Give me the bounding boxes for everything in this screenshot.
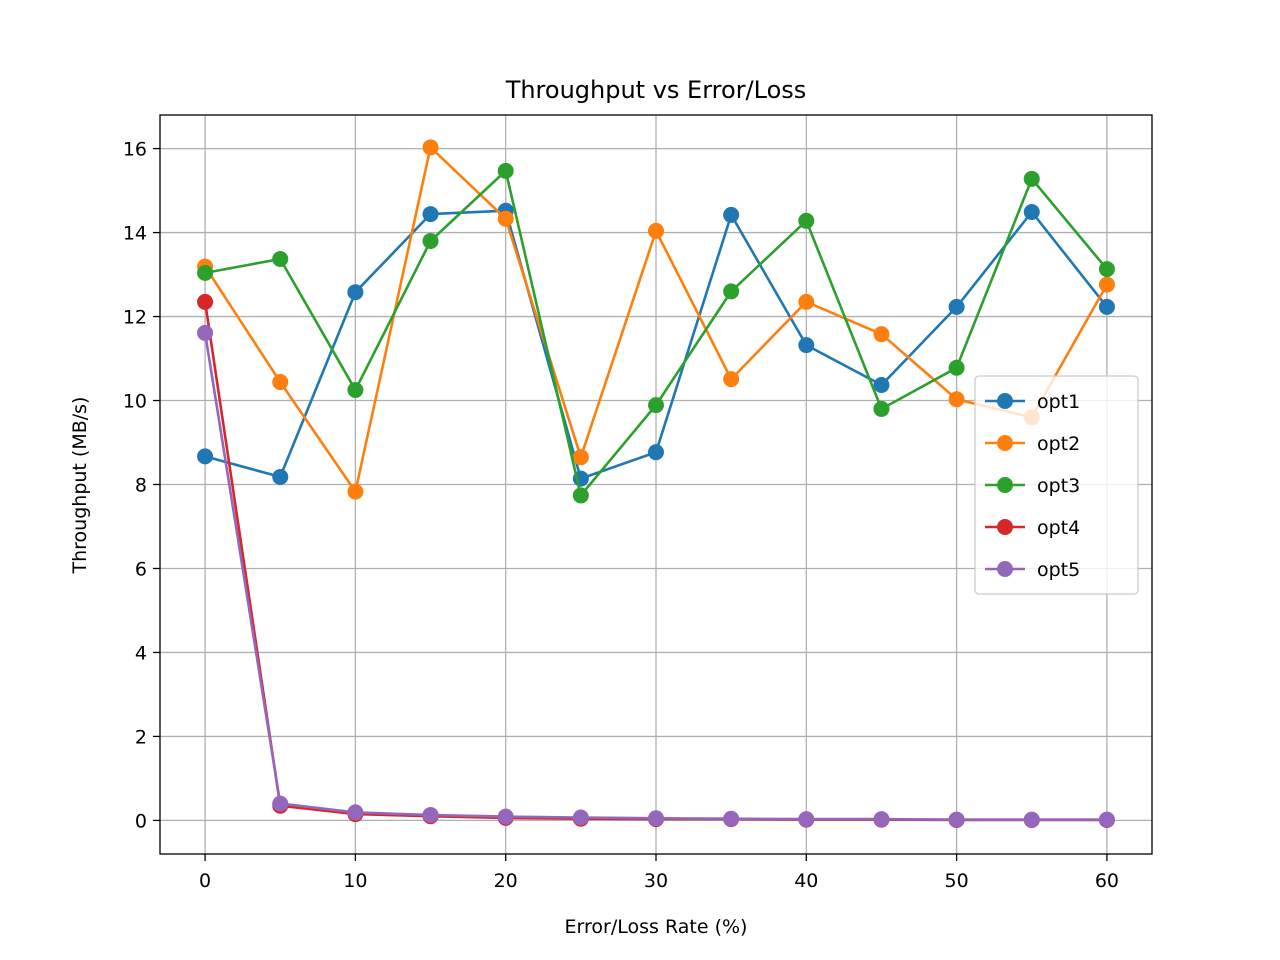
y-tick-label: 6 xyxy=(135,558,147,580)
data-point-opt3 xyxy=(723,283,740,300)
data-point-opt5 xyxy=(798,811,815,828)
x-tick-label: 30 xyxy=(644,870,668,892)
legend-marker xyxy=(997,561,1013,577)
data-point-opt5 xyxy=(723,810,740,827)
data-point-opt1 xyxy=(798,337,815,354)
legend-marker xyxy=(997,519,1013,535)
legend-marker xyxy=(997,477,1013,493)
data-point-opt1 xyxy=(1098,298,1115,315)
data-point-opt1 xyxy=(422,206,439,223)
legend-marker xyxy=(997,435,1013,451)
data-point-opt5 xyxy=(648,810,664,827)
data-point-opt5 xyxy=(572,809,589,826)
data-point-opt2 xyxy=(1098,276,1115,293)
data-point-opt3 xyxy=(497,162,514,179)
data-point-opt5 xyxy=(948,811,965,828)
legend-entry-opt2: opt2 xyxy=(985,433,1080,455)
data-point-opt3 xyxy=(197,264,214,281)
data-point-opt5 xyxy=(197,324,214,341)
axis-ticks: 0 10 20 30 40 50 60 0 2 4 6 8 10 12 14 16 xyxy=(123,139,1119,892)
legend-marker xyxy=(997,393,1013,409)
legend-label: opt2 xyxy=(1037,433,1080,455)
legend-label: opt3 xyxy=(1037,475,1080,497)
data-point-opt3 xyxy=(272,251,289,268)
data-point-opt3 xyxy=(798,212,815,229)
y-tick-label: 16 xyxy=(123,139,147,161)
series-opt3 xyxy=(197,162,1115,504)
y-tick-label: 10 xyxy=(123,391,147,413)
series-opt5 xyxy=(197,324,1115,828)
data-point-opt1 xyxy=(197,448,214,465)
legend-entry-opt4: opt4 xyxy=(985,517,1080,539)
data-point-opt3 xyxy=(648,397,664,414)
x-tick-label: 20 xyxy=(494,870,518,892)
data-point-opt2 xyxy=(422,139,439,156)
legend-box xyxy=(974,375,1139,595)
data-point-opt1 xyxy=(347,284,364,301)
data-point-opt2 xyxy=(948,391,965,408)
y-tick-label: 4 xyxy=(135,642,147,664)
data-point-opt2 xyxy=(347,483,364,500)
x-tick-label: 10 xyxy=(343,870,367,892)
data-point-opt2 xyxy=(272,374,289,391)
data-point-opt2 xyxy=(798,293,815,310)
x-axis-label: Error/Loss Rate (%) xyxy=(565,916,748,938)
data-point-opt5 xyxy=(873,811,890,828)
y-tick-label: 8 xyxy=(135,475,147,497)
x-tick-label: 40 xyxy=(794,870,818,892)
y-tick-label: 14 xyxy=(123,223,147,245)
data-point-opt3 xyxy=(948,359,965,376)
data-point-opt2 xyxy=(873,326,890,343)
data-point-opt1 xyxy=(1023,203,1040,220)
data-point-opt2 xyxy=(723,371,740,388)
x-tick-label: 0 xyxy=(199,870,211,892)
legend-label: opt5 xyxy=(1037,559,1080,581)
data-point-opt1 xyxy=(272,468,289,485)
data-point-opt3 xyxy=(873,400,890,417)
data-point-opt1 xyxy=(948,298,965,315)
data-point-opt5 xyxy=(347,804,364,821)
data-point-opt5 xyxy=(1023,811,1040,828)
data-point-opt4 xyxy=(197,293,214,310)
y-tick-label: 0 xyxy=(135,810,147,832)
x-tick-label: 60 xyxy=(1095,870,1119,892)
data-point-opt3 xyxy=(572,487,589,504)
data-point-opt1 xyxy=(873,376,890,393)
data-point-opt3 xyxy=(1023,170,1040,187)
data-point-opt1 xyxy=(723,206,740,223)
y-tick-label: 12 xyxy=(123,307,147,329)
y-axis-label: Throughput (MB/s) xyxy=(69,397,91,575)
data-point-opt2 xyxy=(497,210,514,227)
data-point-opt5 xyxy=(272,795,289,812)
data-point-opt3 xyxy=(347,382,364,399)
data-point-opt5 xyxy=(497,808,514,825)
data-point-opt2 xyxy=(572,449,589,466)
legend-entry-opt5: opt5 xyxy=(985,559,1080,581)
legend-entry-opt3: opt3 xyxy=(985,475,1080,497)
y-tick-label: 2 xyxy=(135,726,147,748)
x-tick-label: 50 xyxy=(945,870,969,892)
chart-title: Throughput vs Error/Loss xyxy=(505,76,807,104)
data-point-opt5 xyxy=(1098,811,1115,828)
legend-label: opt1 xyxy=(1037,391,1080,413)
data-point-opt2 xyxy=(648,222,664,239)
legend: opt1 opt2 opt3 opt4 opt5 xyxy=(974,375,1139,595)
data-point-opt1 xyxy=(648,444,664,461)
series-layer xyxy=(197,139,1115,828)
data-point-opt3 xyxy=(422,232,439,249)
legend-label: opt4 xyxy=(1037,517,1080,539)
data-point-opt5 xyxy=(422,806,439,823)
legend-entry-opt1: opt1 xyxy=(985,391,1080,413)
data-point-opt3 xyxy=(1098,261,1115,278)
